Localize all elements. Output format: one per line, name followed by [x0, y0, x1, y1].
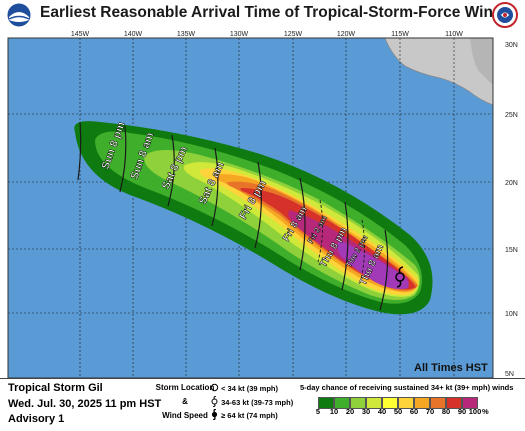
legend-symbol-text: < 34 kt (39 mph) [221, 384, 278, 393]
map-title: Earliest Reasonable Arrival Time of Trop… [40, 4, 512, 21]
info-panel: Tropical Storm Gil Wed. Jul. 30, 2025 11… [0, 378, 525, 431]
low-circle-icon [210, 383, 219, 392]
lon-label: 115W [391, 31, 409, 38]
lon-label: 135W [177, 31, 196, 38]
lon-label: 110W [445, 31, 463, 38]
lat-label: 5N [505, 371, 514, 378]
legend-symbol-text: ≥ 64 kt (74 mph) [221, 411, 278, 420]
scale-value: 60 [409, 407, 419, 416]
scale-swatch [334, 397, 350, 409]
scale-swatch [382, 397, 398, 409]
scale-swatch [462, 397, 478, 409]
storm-location-label: Storm Location [155, 383, 215, 392]
timezone-note: All Times HST [414, 362, 488, 374]
scale-value: 40 [377, 407, 387, 416]
scale-swatch [414, 397, 430, 409]
hurricane-icon [211, 408, 218, 421]
mexico-coast-land [470, 38, 493, 85]
lat-label: 25N [505, 112, 518, 119]
legend-symbol-text: 34-63 kt (39-73 mph) [221, 398, 294, 407]
scale-swatch [318, 397, 334, 409]
lon-label: 125W [284, 31, 303, 38]
scale-value: 100 [468, 407, 482, 416]
wind-speed-label: Wind Speed [162, 411, 208, 420]
latitude-labels: 30N 25N 20N 15N 10N 5N [505, 42, 518, 378]
probability-swath [74, 121, 433, 315]
legend-symbol-hurricane: ≥ 64 kt (74 mph) [210, 408, 278, 421]
scale-value: 80 [441, 407, 451, 416]
scale-swatch [430, 397, 446, 409]
baja-california-land [384, 38, 493, 106]
scale-value: 50 [393, 407, 403, 416]
forecast-map: Sun 8 pm Sun 8 am Sat 8 pm Sat 8 am Fri … [0, 30, 525, 378]
legend-symbol-ts: 34-63 kt (39-73 mph) [210, 395, 294, 408]
scale-swatch [398, 397, 414, 409]
tropical-storm-icon [211, 395, 218, 408]
scale-value: 5 [315, 407, 321, 416]
probability-legend-title: 5-day chance of receiving sustained 34+ … [300, 383, 514, 392]
noaa-logo [6, 2, 32, 28]
scale-value: 70 [425, 407, 435, 416]
scale-swatch [446, 397, 462, 409]
scale-value: 20 [345, 407, 355, 416]
isochrone-lines [77, 121, 389, 311]
scale-swatch [350, 397, 366, 409]
map-border [7, 37, 494, 378]
scale-value: 90 [457, 407, 467, 416]
advisory-number: Advisory 1 [8, 413, 65, 425]
ampersand-label: & [182, 397, 188, 406]
lon-label: 130W [230, 31, 249, 38]
percent-sign: % [482, 407, 489, 416]
title-bar: Earliest Reasonable Arrival Time of Trop… [0, 0, 525, 30]
storm-name: Tropical Storm Gil [8, 382, 103, 394]
lat-label: 15N [505, 247, 518, 254]
scale-value: 30 [361, 407, 371, 416]
tropical-storm-icon [395, 266, 405, 288]
scale-value: 10 [329, 407, 339, 416]
national-weather-service-logo [492, 2, 518, 28]
issue-time: Wed. Jul. 30, 2025 11 pm HST [8, 398, 162, 410]
lat-label: 30N [505, 42, 518, 49]
lon-label: 120W [337, 31, 356, 38]
lat-label: 20N [505, 180, 518, 187]
inner-isochrones [317, 199, 366, 285]
lat-label: 10N [505, 311, 518, 318]
longitude-labels: 145W 140W 135W 130W 125W 120W 115W 110W [71, 31, 463, 38]
scale-swatch [366, 397, 382, 409]
legend-symbol-low: < 34 kt (39 mph) [210, 383, 278, 393]
lon-label: 140W [124, 31, 143, 38]
lon-label: 145W [71, 31, 90, 38]
